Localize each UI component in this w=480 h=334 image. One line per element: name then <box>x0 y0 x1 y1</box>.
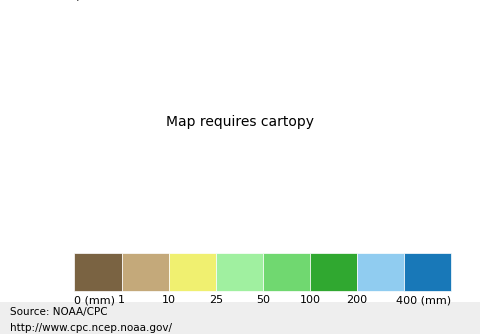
Bar <box>0 302 480 334</box>
Bar <box>216 254 263 291</box>
Bar <box>404 254 451 291</box>
Bar <box>74 254 121 291</box>
Text: Feb. 21 - 28, 2022: Feb. 21 - 28, 2022 <box>2 0 116 3</box>
Bar <box>263 254 310 291</box>
Text: 100: 100 <box>300 296 321 306</box>
Text: http://www.cpc.ncep.noaa.gov/: http://www.cpc.ncep.noaa.gov/ <box>10 323 172 333</box>
Text: 1: 1 <box>118 296 125 306</box>
Bar <box>310 254 357 291</box>
Text: 10: 10 <box>162 296 176 306</box>
Text: Source: NOAA/CPC: Source: NOAA/CPC <box>10 307 107 317</box>
Text: 200: 200 <box>347 296 368 306</box>
Bar <box>121 254 168 291</box>
Text: 50: 50 <box>256 296 270 306</box>
Bar <box>357 254 404 291</box>
Bar <box>168 254 216 291</box>
Text: Map requires cartopy: Map requires cartopy <box>166 115 314 129</box>
Text: 25: 25 <box>209 296 223 306</box>
Text: 0 (mm): 0 (mm) <box>74 296 115 306</box>
Text: 400 (mm): 400 (mm) <box>396 296 451 306</box>
